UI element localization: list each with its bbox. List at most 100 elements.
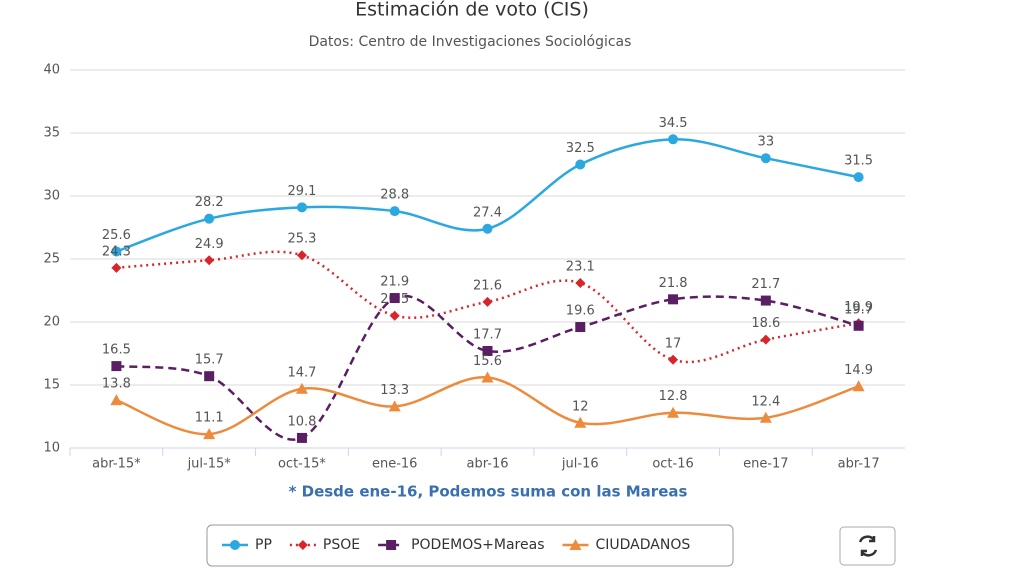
x-tick-label: oct-15* xyxy=(278,457,326,472)
data-label: 21.9 xyxy=(380,275,409,290)
series-line xyxy=(116,250,859,364)
data-label: 24.3 xyxy=(102,244,131,259)
marker xyxy=(575,277,586,288)
marker xyxy=(203,428,216,440)
data-label: 34.5 xyxy=(659,116,688,131)
marker xyxy=(482,345,493,356)
marker xyxy=(297,540,308,550)
legend-label: PP xyxy=(255,537,272,553)
marker xyxy=(204,255,215,266)
y-tick-label: 35 xyxy=(43,126,60,141)
x-tick-label: ene-16 xyxy=(372,457,417,472)
marker xyxy=(760,334,771,345)
legend-label: PODEMOS+Mareas xyxy=(411,537,544,553)
marker xyxy=(575,159,586,170)
y-tick-label: 30 xyxy=(43,189,60,204)
legend-box xyxy=(206,524,734,567)
x-tick-label: abr-17 xyxy=(838,457,880,472)
marker xyxy=(296,202,307,213)
marker xyxy=(110,394,123,406)
marker xyxy=(668,134,679,145)
data-label: 11.1 xyxy=(195,411,224,426)
marker xyxy=(386,540,397,550)
legend-label: CIUDADANOS xyxy=(596,537,691,553)
marker xyxy=(575,322,586,333)
y-tick-label: 25 xyxy=(43,252,60,267)
legend-item[interactable]: CIUDADANOS xyxy=(562,537,691,553)
data-label: 18.6 xyxy=(751,316,780,331)
y-tick-label: 40 xyxy=(43,63,60,78)
marker xyxy=(853,172,864,183)
data-label: 15.7 xyxy=(195,353,224,368)
data-label: 21.7 xyxy=(751,277,780,292)
data-label: 12.4 xyxy=(751,394,780,409)
marker xyxy=(230,540,240,550)
marker xyxy=(296,250,307,261)
data-label: 27.4 xyxy=(473,205,502,220)
marker xyxy=(111,361,122,372)
x-tick-label: abr-15* xyxy=(92,457,141,472)
data-label: 24.9 xyxy=(195,237,224,252)
legend-label: PSOE xyxy=(323,537,360,553)
legend-item[interactable]: PODEMOS+Mareas xyxy=(378,537,545,553)
refresh-button[interactable] xyxy=(839,526,896,566)
data-label: 19.6 xyxy=(566,304,595,319)
chart-title: Estimación de voto (CIS) xyxy=(355,0,589,21)
x-tick-label: oct-16 xyxy=(652,457,693,472)
data-label: 33 xyxy=(758,135,775,150)
chart-subtitle: Datos: Centro de Investigaciones Socioló… xyxy=(309,34,632,50)
data-label: 23.1 xyxy=(566,259,595,274)
marker xyxy=(389,206,400,217)
series-line xyxy=(115,376,860,436)
data-label: 25.6 xyxy=(102,228,131,243)
x-tick-label: jul-15* xyxy=(187,457,232,472)
button-frame[interactable] xyxy=(839,526,896,566)
legend-item[interactable]: PP xyxy=(222,537,272,553)
data-label: 28.2 xyxy=(195,195,224,210)
data-label: 13.8 xyxy=(102,377,131,392)
marker xyxy=(204,371,215,382)
marker xyxy=(295,382,308,394)
marker xyxy=(668,354,679,365)
y-tick-label: 10 xyxy=(43,441,60,456)
marker xyxy=(569,539,582,550)
data-label: 14.7 xyxy=(287,365,316,380)
data-label: 19.7 xyxy=(844,302,873,317)
marker xyxy=(111,262,122,273)
refresh-icon[interactable] xyxy=(858,535,878,557)
data-label: 15.6 xyxy=(473,354,502,369)
annotation: * Desde ene-16, Podemos suma con las Mar… xyxy=(289,483,688,501)
data-label: 28.8 xyxy=(380,188,409,203)
data-label: 21.8 xyxy=(659,276,688,291)
marker xyxy=(204,213,215,224)
y-tick-label: 20 xyxy=(43,315,60,330)
data-label: 29.1 xyxy=(287,184,316,199)
marker xyxy=(760,295,771,306)
data-label: 16.5 xyxy=(102,343,131,358)
data-label: 21.6 xyxy=(473,278,502,293)
data-label: 17 xyxy=(665,336,682,351)
marker xyxy=(388,400,401,412)
data-label: 13.3 xyxy=(380,383,409,398)
data-label: 17.7 xyxy=(473,327,502,342)
marker xyxy=(389,293,400,304)
data-label: 10.8 xyxy=(287,414,316,429)
data-label: 25.3 xyxy=(287,232,316,247)
x-tick-label: ene-17 xyxy=(743,457,788,472)
data-label: 14.9 xyxy=(844,363,873,378)
marker xyxy=(111,246,122,257)
marker xyxy=(482,296,493,307)
legend-item[interactable]: PSOE xyxy=(289,537,360,553)
y-tick-label: 15 xyxy=(43,378,60,393)
marker xyxy=(389,310,400,321)
series-line xyxy=(115,138,859,253)
marker xyxy=(296,432,307,443)
marker xyxy=(853,320,864,331)
data-label: 12 xyxy=(572,399,589,414)
marker xyxy=(481,371,494,383)
x-tick-label: jul-16 xyxy=(561,457,599,472)
marker xyxy=(668,294,679,305)
data-label: 32.5 xyxy=(566,141,595,156)
data-label: 31.5 xyxy=(844,154,873,169)
